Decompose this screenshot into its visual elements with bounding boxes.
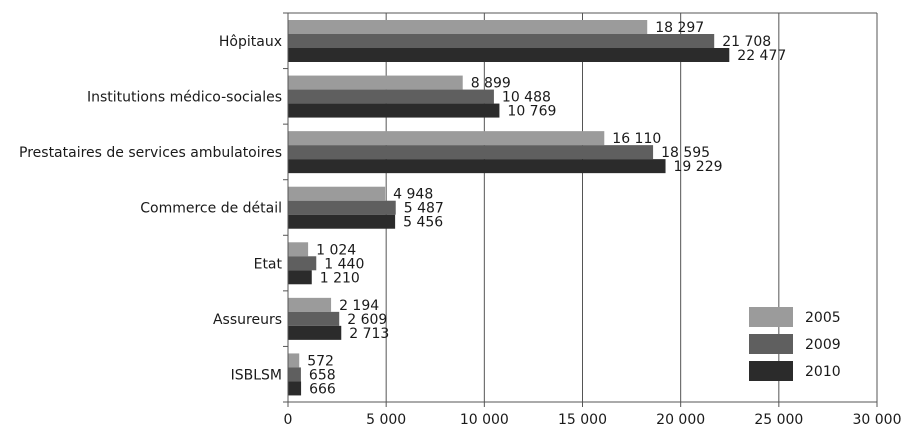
data-label: 1 440 bbox=[324, 256, 364, 272]
category-labels: Hôpitaux Institutions médico-sociales Pres… bbox=[19, 34, 282, 383]
bar-2009 bbox=[288, 311, 340, 326]
legend-label: 2005 bbox=[805, 310, 841, 326]
bar-2005 bbox=[288, 186, 386, 201]
bar-2010 bbox=[288, 381, 302, 396]
category-label: Hôpitaux bbox=[219, 34, 282, 50]
bar-2010 bbox=[288, 325, 342, 340]
data-label: 18 595 bbox=[661, 145, 710, 161]
x-tick-label: 0 bbox=[284, 412, 293, 428]
x-tick-label: 15 000 bbox=[558, 412, 607, 428]
x-tick-label: 30 000 bbox=[853, 412, 902, 428]
legend-swatch-2009 bbox=[749, 334, 793, 354]
data-label: 18 297 bbox=[655, 20, 704, 36]
legend-swatch-2010 bbox=[749, 361, 793, 381]
data-label: 22 477 bbox=[737, 48, 786, 64]
category-label: Commerce de détail bbox=[140, 201, 282, 217]
bar-2010 bbox=[288, 48, 730, 62]
data-label: 5 456 bbox=[403, 215, 443, 231]
data-label: 16 110 bbox=[612, 131, 661, 147]
legend: 2005 2009 2010 bbox=[749, 307, 841, 381]
bar-2005 bbox=[288, 131, 605, 146]
bar-2010 bbox=[288, 214, 396, 229]
bar-2009 bbox=[288, 89, 494, 104]
bar-2009 bbox=[288, 145, 654, 160]
data-label: 2 713 bbox=[349, 326, 389, 342]
data-label: 658 bbox=[309, 367, 336, 383]
bar-2009 bbox=[288, 200, 396, 215]
data-label: 2 194 bbox=[339, 298, 379, 314]
data-label: 2 609 bbox=[347, 312, 387, 328]
data-label: 666 bbox=[309, 381, 336, 397]
category-label: Assureurs bbox=[213, 312, 282, 328]
bar-2010 bbox=[288, 159, 666, 174]
data-label: 5 487 bbox=[404, 201, 444, 217]
bar-2005 bbox=[288, 242, 309, 257]
x-tick-label: 10 000 bbox=[460, 412, 509, 428]
category-label: Institutions médico-sociales bbox=[87, 90, 282, 106]
bar-2005 bbox=[288, 20, 648, 34]
x-tick-label: 5 000 bbox=[366, 412, 406, 428]
legend-label: 2009 bbox=[805, 337, 841, 353]
data-label: 1 024 bbox=[316, 242, 356, 258]
bar-2009 bbox=[288, 367, 301, 382]
bar-2010 bbox=[288, 270, 312, 285]
bar-2010 bbox=[288, 103, 500, 118]
data-label: 8 899 bbox=[471, 76, 511, 92]
data-label: 1 210 bbox=[320, 270, 360, 286]
x-tick-label: 20 000 bbox=[656, 412, 705, 428]
data-labels: 18 297 8 899 16 110 4 948 1 024 2 194 572 21 70… bbox=[307, 20, 786, 397]
bar-2005 bbox=[288, 297, 332, 312]
x-tick-label: 25 000 bbox=[754, 412, 803, 428]
legend-label: 2010 bbox=[805, 364, 841, 380]
bar-2009 bbox=[288, 34, 715, 48]
bar-2009 bbox=[288, 256, 317, 271]
bar-2005 bbox=[288, 353, 300, 368]
category-label: ISBLSM bbox=[231, 367, 282, 383]
category-label: Etat bbox=[254, 256, 283, 272]
data-label: 19 229 bbox=[674, 159, 723, 175]
x-tick-labels: 0 5 000 10 000 15 000 20 000 25 000 30 000 bbox=[284, 412, 902, 428]
data-label: 572 bbox=[307, 353, 334, 369]
legend-swatch-2005 bbox=[749, 307, 793, 327]
data-label: 21 708 bbox=[722, 34, 771, 50]
data-label: 4 948 bbox=[393, 187, 433, 203]
bars bbox=[288, 20, 730, 396]
category-label: Prestataires de services ambulatoires bbox=[19, 145, 282, 161]
data-label: 10 769 bbox=[507, 104, 556, 120]
data-label: 10 488 bbox=[502, 90, 551, 106]
bar-2005 bbox=[288, 75, 463, 90]
axes bbox=[283, 12, 878, 407]
